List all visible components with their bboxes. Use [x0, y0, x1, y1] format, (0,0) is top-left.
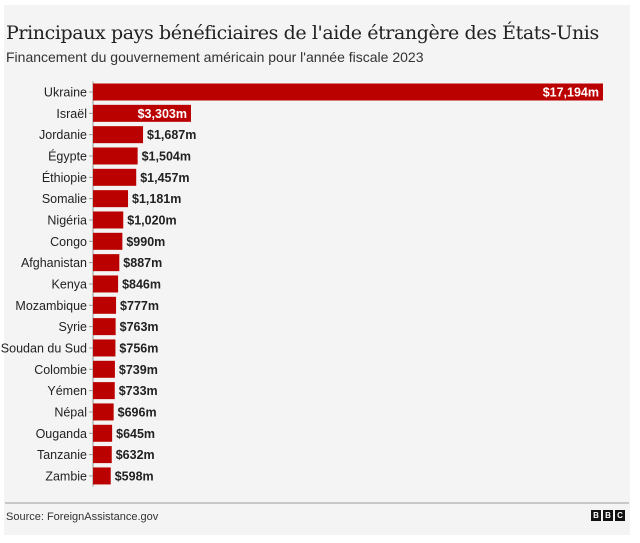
- divider: [5, 502, 629, 504]
- bar: [93, 467, 111, 485]
- bar: [93, 360, 115, 378]
- data-label: $1,504m: [142, 149, 191, 163]
- logo-letter: B: [603, 510, 613, 521]
- data-label: $3,303m: [138, 107, 187, 121]
- bar: [93, 339, 116, 357]
- bar: [93, 168, 137, 186]
- category-label: Népal: [54, 405, 87, 419]
- category-label: Mozambique: [15, 299, 87, 313]
- category-label: Jordanie: [39, 128, 87, 142]
- bar: [93, 126, 144, 144]
- data-label: $696m: [118, 405, 157, 419]
- category-label: Afghanistan: [21, 256, 87, 270]
- chart-subtitle: Financement du gouvernement américain po…: [6, 49, 424, 65]
- data-label: $632m: [116, 448, 155, 462]
- category-label: Israël: [56, 107, 87, 121]
- bar: [93, 104, 191, 122]
- category-label: Ouganda: [36, 427, 87, 441]
- data-label: $1,687m: [147, 128, 196, 142]
- data-label: $645m: [116, 427, 155, 441]
- data-label: $990m: [126, 235, 165, 249]
- category-label: Égypte: [48, 148, 87, 163]
- chart-title: Principaux pays bénéficiaires de l'aide …: [6, 22, 599, 44]
- bar: [93, 190, 129, 208]
- data-label: $17,194m: [543, 86, 599, 100]
- data-label: $733m: [119, 384, 158, 398]
- data-label: $739m: [119, 363, 158, 377]
- bar: [93, 211, 124, 229]
- category-label: Somalie: [42, 192, 87, 206]
- bar: [93, 147, 138, 165]
- category-label: Kenya: [52, 277, 87, 291]
- data-label: $1,020m: [127, 213, 176, 227]
- category-label: Soudan du Sud: [1, 341, 87, 355]
- category-label: Colombie: [34, 363, 87, 377]
- bar: [93, 296, 117, 314]
- data-label: $763m: [120, 320, 159, 334]
- data-label: $1,181m: [132, 192, 181, 206]
- logo-letter: C: [615, 510, 625, 521]
- data-label: $777m: [120, 299, 159, 313]
- source-text: Source: ForeignAssistance.gov: [6, 511, 159, 523]
- category-label: Congo: [50, 235, 87, 249]
- bar: [93, 382, 115, 400]
- bar: [93, 446, 112, 464]
- category-label: Tanzanie: [37, 448, 87, 462]
- bar: [93, 424, 113, 442]
- data-label: $756m: [119, 341, 158, 355]
- bar: [93, 254, 120, 272]
- data-label: $846m: [122, 277, 161, 291]
- bar: [93, 83, 603, 101]
- category-label: Yémen: [47, 384, 87, 398]
- category-label: Ukraine: [44, 86, 87, 100]
- data-label: $598m: [115, 469, 154, 483]
- bar: [93, 275, 119, 293]
- bbc-logo: B B C: [591, 510, 625, 521]
- category-label: Zambie: [45, 469, 87, 483]
- bar: [93, 318, 116, 336]
- data-label: $887m: [123, 256, 162, 270]
- category-label: Éthiopie: [42, 170, 87, 185]
- bar: [93, 232, 123, 250]
- bar: [93, 403, 114, 421]
- category-label: Nigéria: [47, 213, 87, 227]
- logo-letter: B: [591, 510, 601, 521]
- data-label: $1,457m: [140, 171, 189, 185]
- category-label: Syrie: [59, 320, 88, 334]
